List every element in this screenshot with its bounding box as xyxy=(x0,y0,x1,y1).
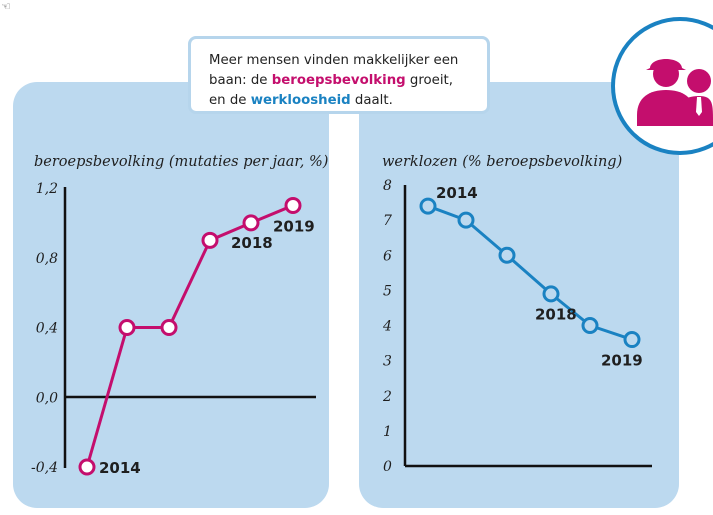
data-point-labor-force xyxy=(78,458,96,476)
data-point-labor-force xyxy=(284,196,302,214)
y-tick-label-unemployed: 7 xyxy=(383,213,392,229)
series-line-unemployed xyxy=(427,204,633,341)
callout-highlight-labor-force: beroepsbevolking xyxy=(271,73,406,88)
data-point-labor-force xyxy=(160,319,178,336)
year-label-unemployed: 2019 xyxy=(601,352,643,370)
chart-title-unemployed: werklozen (% beroepsbevolking) xyxy=(382,154,622,170)
data-point-unemployed xyxy=(581,317,599,334)
y-tick-label-unemployed: 3 xyxy=(383,354,392,370)
callout-highlight-unemployment: werkloosheid xyxy=(250,93,351,108)
data-point-labor-force xyxy=(118,319,136,336)
data-point-unemployed xyxy=(457,211,475,229)
data-point-unemployed xyxy=(623,331,641,349)
chart-unemployed: werklozen (% beroepsbevolking) 0 1 2 3 4 5 6 7 8… xyxy=(382,154,652,475)
data-point-unemployed xyxy=(498,246,516,264)
data-point-labor-force xyxy=(242,214,260,232)
y-tick-label-unemployed: 5 xyxy=(383,283,392,299)
chart-labor-force: beroepsbevolking (mutaties per jaar, %) … xyxy=(31,154,328,477)
y-tick-label-labor-force: 1,2 xyxy=(36,181,58,197)
year-label-unemployed: 2018 xyxy=(535,306,577,324)
cursor-icon: ☜ xyxy=(1,0,11,13)
year-label-unemployed: 2014 xyxy=(436,184,478,202)
year-label-labor-force: 2018 xyxy=(231,234,273,252)
summary-callout: Meer mensen vinden makkelijker een baan:… xyxy=(188,36,490,114)
callout-text-b: groeit, en de xyxy=(209,73,453,108)
chart-title-labor-force: beroepsbevolking (mutaties per jaar, %) xyxy=(34,154,328,170)
data-point-labor-force xyxy=(201,231,219,249)
data-point-unemployed xyxy=(542,285,560,303)
y-tick-label-labor-force: 0,8 xyxy=(36,251,58,267)
y-tick-label-unemployed: 4 xyxy=(382,319,392,335)
y-tick-label-labor-force: 0,0 xyxy=(36,390,58,406)
y-tick-label-unemployed: 8 xyxy=(383,178,392,194)
y-tick-label-unemployed: 6 xyxy=(383,248,392,264)
year-label-labor-force: 2014 xyxy=(99,459,141,477)
y-tick-label-labor-force: 0,4 xyxy=(36,321,58,337)
chart-panel-unemployed xyxy=(359,82,679,508)
y-tick-label-labor-force: -0,4 xyxy=(31,460,58,476)
y-tick-label-unemployed: 1 xyxy=(383,424,392,440)
callout-text-a: Meer mensen vinden makkelijker een baan:… xyxy=(209,53,459,88)
callout-text-c: daalt. xyxy=(350,93,393,108)
y-tick-label-unemployed: 0 xyxy=(383,459,392,475)
year-label-labor-force: 2019 xyxy=(273,217,315,235)
workers-icon xyxy=(611,17,713,155)
y-tick-label-unemployed: 2 xyxy=(382,389,392,405)
data-point-unemployed xyxy=(419,197,437,215)
